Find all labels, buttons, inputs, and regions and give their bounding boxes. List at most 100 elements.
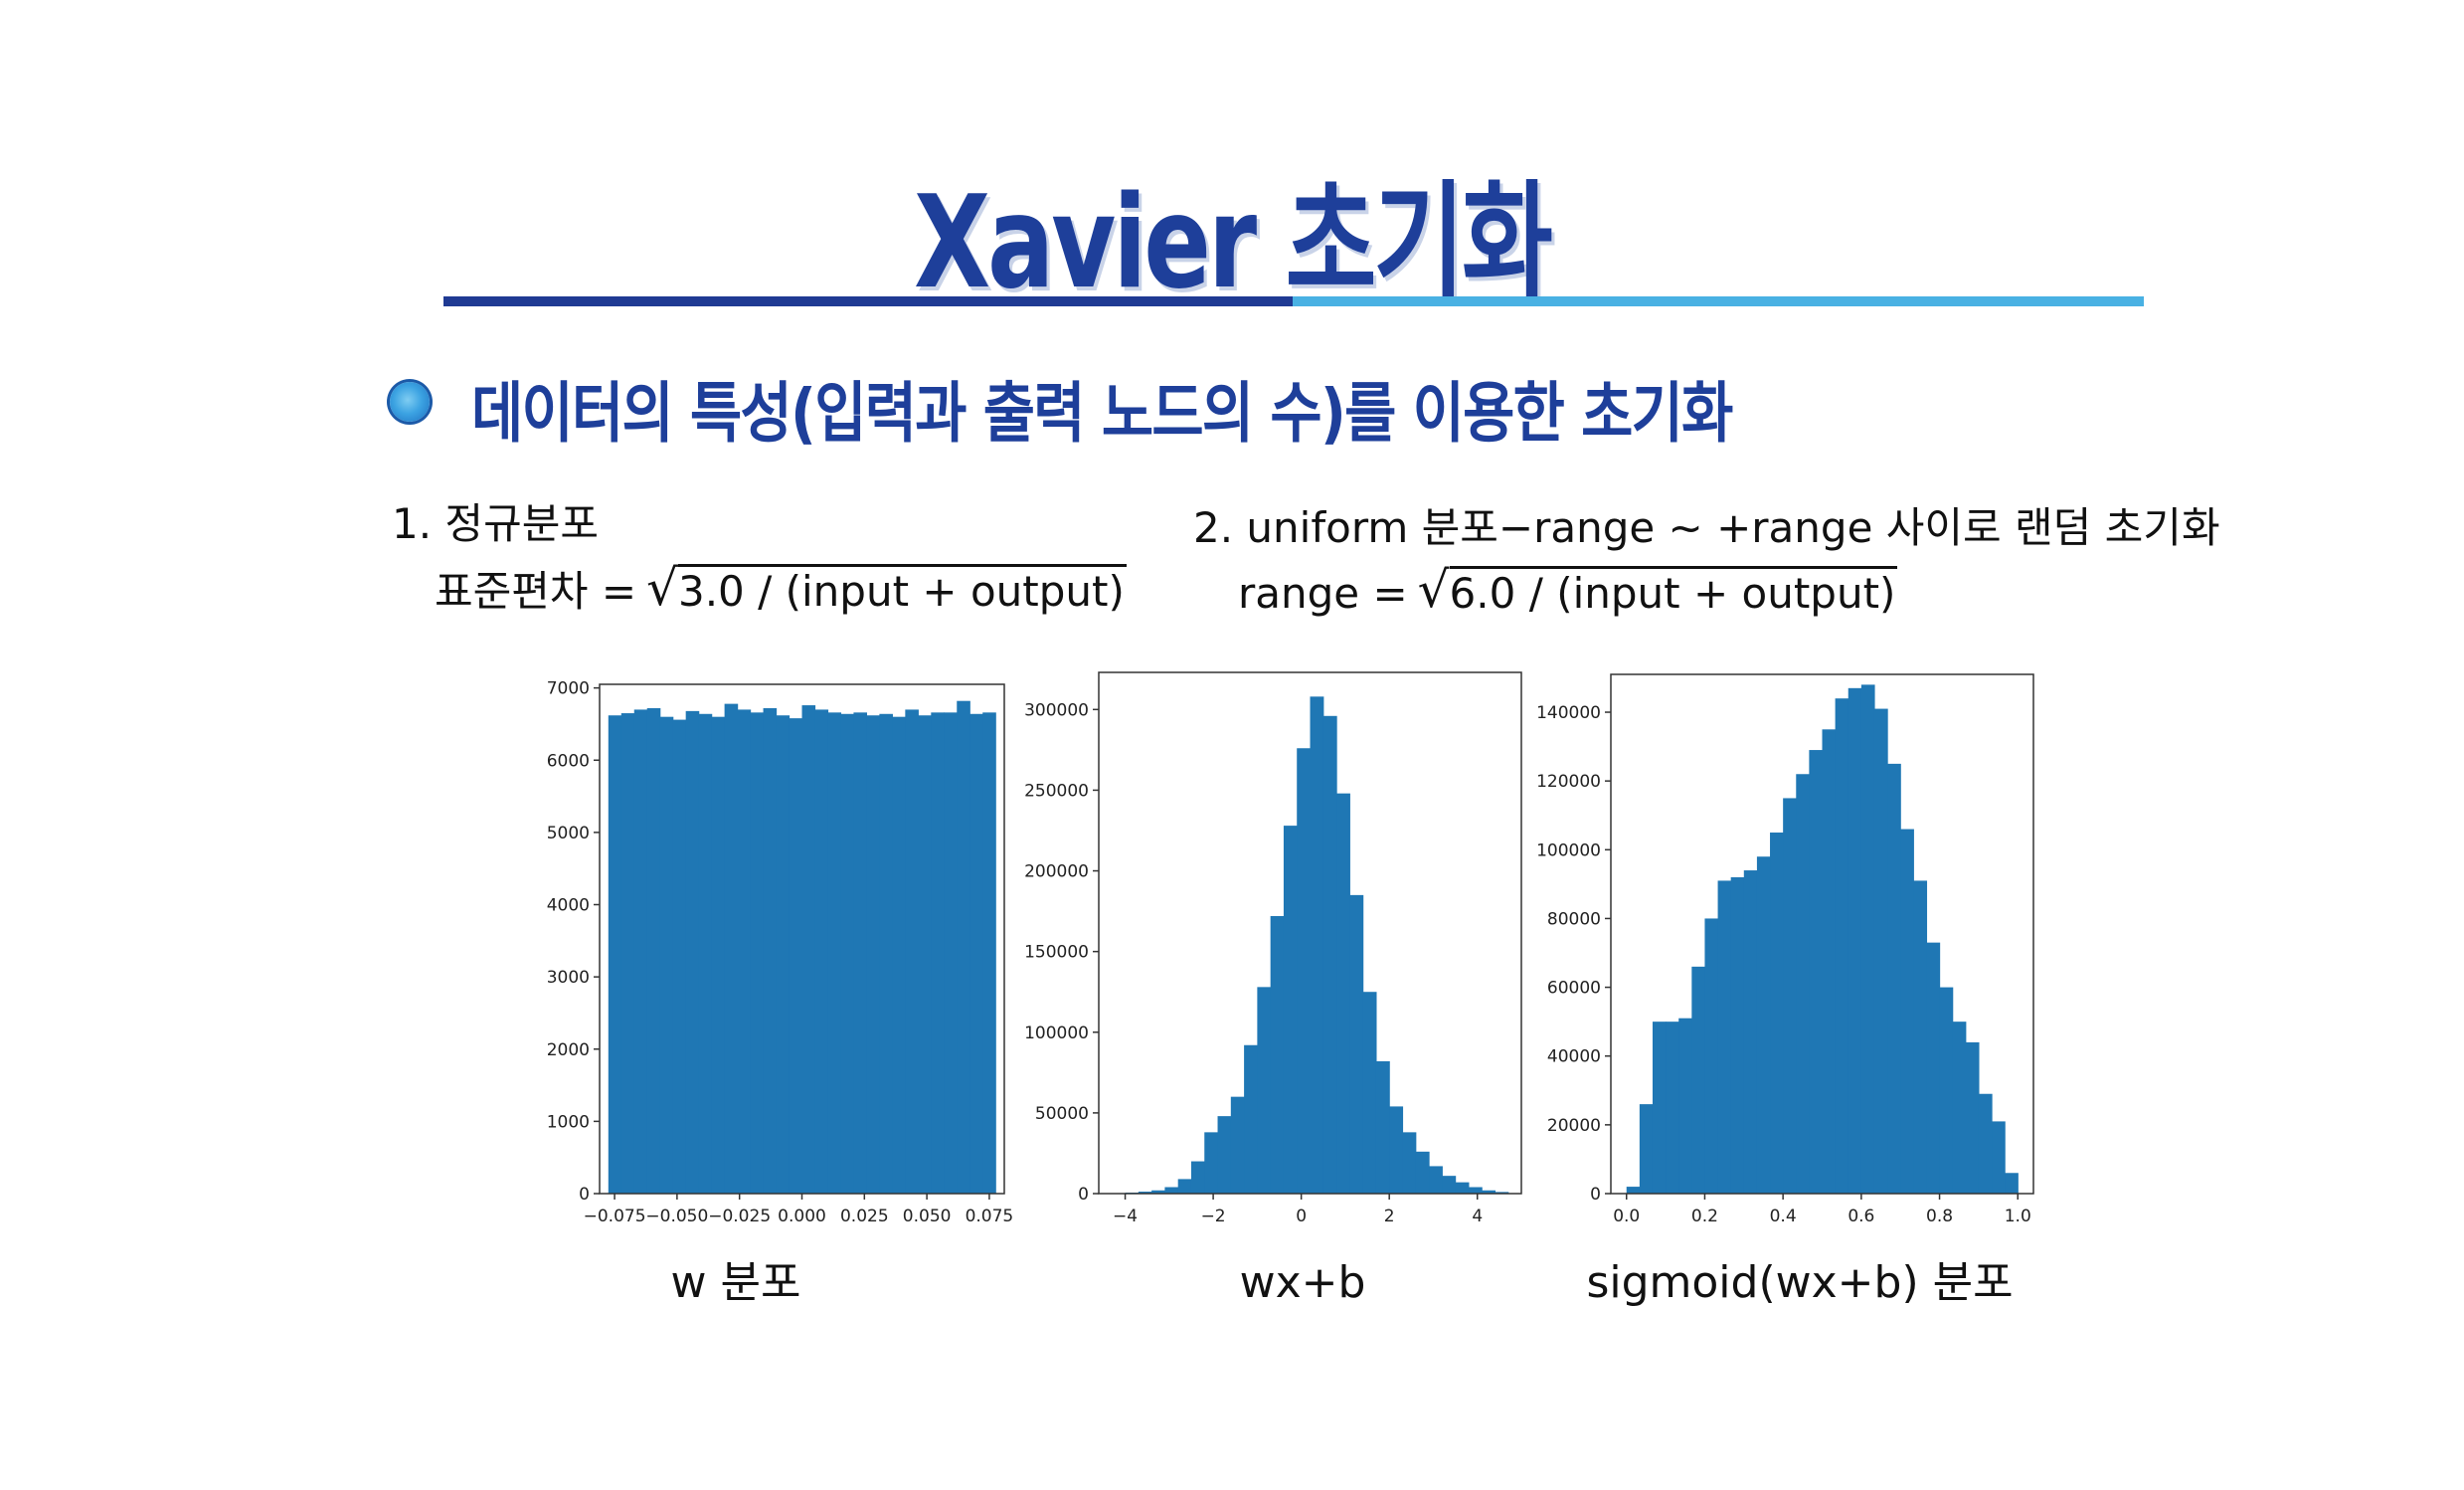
histogram-bar bbox=[1691, 966, 1706, 1194]
uniform-formula: range = √6.0 / (input + output) bbox=[1238, 561, 1898, 619]
histogram-bar bbox=[1678, 1018, 1692, 1194]
y-tick-label: 60000 bbox=[1547, 979, 1601, 999]
normal-label: 1. 정규분포 bbox=[392, 499, 599, 548]
x-tick-label: 2 bbox=[1384, 1207, 1395, 1226]
histogram-bar bbox=[1389, 1106, 1404, 1194]
histogram-bar bbox=[1177, 1179, 1192, 1194]
y-tick-label: 50000 bbox=[1035, 1104, 1089, 1124]
chart2-caption: wx+b bbox=[1239, 1257, 1366, 1308]
y-tick-label: 0 bbox=[579, 1185, 590, 1205]
title-rule-light bbox=[1293, 296, 2144, 306]
y-tick-label: 7000 bbox=[547, 679, 590, 699]
histogram-bar bbox=[1652, 1022, 1667, 1194]
sqrt-icon: √6.0 / (input + output) bbox=[1417, 561, 1898, 619]
histogram-bar bbox=[1310, 696, 1324, 1194]
histogram-bar bbox=[827, 712, 842, 1194]
normal-formula: 표준편차 = √3.0 / (input + output) bbox=[435, 563, 1127, 613]
histogram-bar bbox=[1283, 826, 1298, 1194]
histogram-bar bbox=[608, 715, 622, 1194]
histogram-bar bbox=[1257, 987, 1272, 1194]
x-tick-label: −2 bbox=[1201, 1207, 1226, 1226]
normal-radicand: 3.0 / (input + output) bbox=[677, 564, 1127, 613]
normal-formula-prefix: 표준편차 = bbox=[435, 567, 637, 616]
histogram-bar bbox=[633, 709, 648, 1194]
x-tick-label: 0.8 bbox=[1926, 1207, 1953, 1226]
histogram-bar bbox=[982, 712, 996, 1194]
histogram-bar bbox=[1164, 1187, 1179, 1194]
uniform-formula-prefix: range = bbox=[1238, 569, 1408, 618]
bullet-icon bbox=[390, 382, 430, 422]
x-tick-label: −0.050 bbox=[645, 1207, 708, 1226]
histogram-bar bbox=[1860, 684, 1875, 1194]
histogram-bar bbox=[1495, 1192, 1509, 1194]
histogram-bar bbox=[763, 707, 778, 1194]
histogram-bar bbox=[1429, 1166, 1443, 1194]
histogram-bar bbox=[1138, 1192, 1152, 1194]
x-tick-label: 0.000 bbox=[778, 1207, 826, 1226]
histogram-bar bbox=[1482, 1190, 1496, 1194]
histogram-bar bbox=[1756, 856, 1771, 1194]
histogram-bar bbox=[814, 709, 829, 1194]
y-tick-label: 4000 bbox=[547, 896, 590, 916]
histogram-bar bbox=[1873, 708, 1888, 1194]
histogram-bar bbox=[957, 700, 970, 1194]
histogram-bar bbox=[1230, 1096, 1245, 1194]
histogram-bar bbox=[1297, 748, 1312, 1194]
x-tick-label: 4 bbox=[1472, 1207, 1483, 1226]
histogram-bar bbox=[1270, 915, 1285, 1194]
histogram-bar bbox=[659, 716, 674, 1194]
histogram-bar bbox=[776, 715, 791, 1194]
histogram-bar bbox=[1992, 1121, 2006, 1194]
y-tick-label: 40000 bbox=[1547, 1047, 1601, 1067]
y-tick-label: 80000 bbox=[1547, 909, 1601, 929]
histogram-bar bbox=[1965, 1041, 1980, 1194]
y-tick-label: 5000 bbox=[547, 824, 590, 843]
histogram-bar bbox=[1900, 829, 1914, 1194]
x-tick-label: 0.0 bbox=[1613, 1207, 1640, 1226]
histogram-bar bbox=[1455, 1182, 1470, 1194]
histogram-bar bbox=[1848, 687, 1862, 1194]
histogram-bar bbox=[1835, 698, 1849, 1194]
section-heading: 데이터의 특성(입력과 출력 노드의 수)를 이용한 초기화 bbox=[471, 375, 1733, 452]
histogram-bar bbox=[853, 712, 868, 1194]
y-tick-label: 6000 bbox=[547, 751, 590, 771]
histogram-bar bbox=[1730, 876, 1745, 1194]
histogram-bar bbox=[789, 718, 803, 1194]
y-tick-label: 0 bbox=[1078, 1185, 1089, 1205]
histogram-bar bbox=[1796, 774, 1810, 1194]
y-tick-label: 100000 bbox=[1536, 840, 1601, 860]
x-tick-label: 1.0 bbox=[2005, 1207, 2031, 1226]
x-tick-label: −4 bbox=[1113, 1207, 1138, 1226]
uniform-label: 2. uniform 분포−range ~ +range 사이로 랜덤 초기화 bbox=[1193, 503, 2220, 552]
x-tick-label: 0.6 bbox=[1848, 1207, 1874, 1226]
histogram-bar bbox=[931, 712, 945, 1194]
y-tick-label: 1000 bbox=[547, 1112, 590, 1132]
histogram-bar bbox=[1639, 1104, 1654, 1194]
chart3-caption: sigmoid(wx+b) 분포 bbox=[1586, 1257, 2014, 1308]
x-tick-label: 0.075 bbox=[966, 1207, 1014, 1226]
histogram-bar bbox=[905, 709, 919, 1194]
histogram-bar bbox=[1468, 1187, 1483, 1194]
histogram-bar bbox=[1442, 1176, 1457, 1194]
histogram-bar bbox=[1336, 793, 1350, 1194]
slide-title: Xavier 초기화 bbox=[914, 169, 1553, 317]
y-tick-label: 100000 bbox=[1024, 1024, 1089, 1043]
histogram-bar bbox=[1375, 1060, 1390, 1194]
histogram-bar bbox=[620, 713, 635, 1194]
histogram-bar bbox=[969, 713, 983, 1194]
histogram-bar bbox=[737, 709, 752, 1194]
histogram-bar bbox=[1717, 880, 1732, 1194]
histogram-bar bbox=[685, 710, 700, 1194]
x-tick-label: 0.050 bbox=[903, 1207, 952, 1226]
y-tick-label: 150000 bbox=[1024, 943, 1089, 963]
y-tick-label: 120000 bbox=[1536, 772, 1601, 792]
y-tick-label: 140000 bbox=[1536, 703, 1601, 723]
x-tick-label: −0.075 bbox=[584, 1207, 646, 1226]
histogram-bar bbox=[840, 713, 855, 1194]
y-tick-label: 20000 bbox=[1547, 1116, 1601, 1136]
histogram-bar bbox=[1822, 729, 1837, 1194]
chart1-caption: w 분포 bbox=[670, 1257, 801, 1308]
histogram-bar bbox=[1952, 1022, 1967, 1194]
histogram-bar bbox=[1415, 1151, 1430, 1194]
histogram-bar bbox=[672, 719, 687, 1194]
